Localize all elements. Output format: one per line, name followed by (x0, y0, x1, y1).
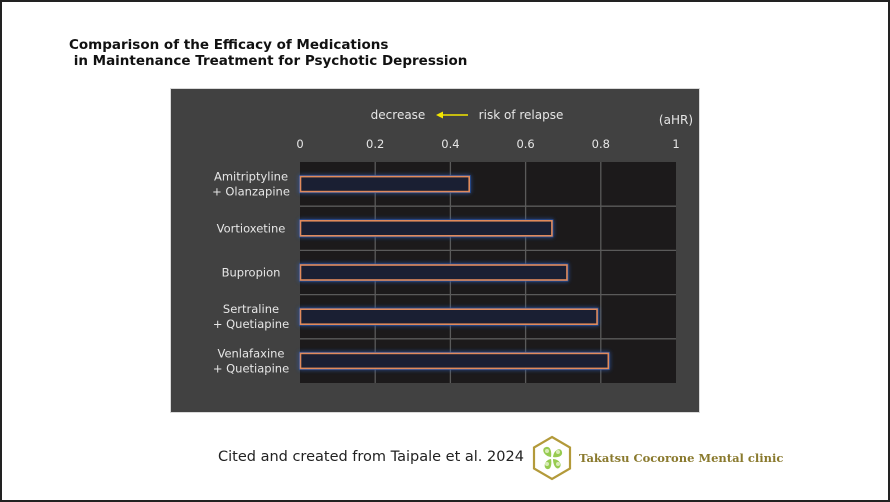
citation-text: Cited and created from Taipale et al. 20… (218, 449, 524, 465)
title-line-2: in Maintenance Treatment for Psychotic D… (69, 53, 468, 69)
x-tick-label: 0.2 (366, 137, 384, 151)
x-tick-label: 0.4 (441, 137, 459, 151)
category-label: Bupropion (222, 266, 281, 280)
chart-title: Comparison of the Efficacy of Medication… (69, 37, 467, 69)
bar-chart: 0 0.2 0.4 0.6 0.8 1 Amitriptyline+ Olanzapine V… (212, 108, 693, 383)
category-label-line: + Olanzapine (212, 185, 290, 199)
clinic-name: Takatsu Cocorone Mental clinic (579, 451, 784, 465)
category-label: Amitriptyline+ Olanzapine (212, 170, 290, 199)
category-label-line: Sertraline (223, 302, 279, 316)
annotation-decrease: decrease (371, 108, 426, 122)
category-label-line: Venlafaxine (217, 346, 284, 360)
x-tick-label: 0.8 (592, 137, 610, 151)
bar (299, 220, 553, 237)
category-label: Venlafaxine + Quetiapine (213, 346, 289, 375)
x-tick-label: 0 (296, 137, 303, 151)
chart-panel: 0 0.2 0.4 0.6 0.8 1 Amitriptyline + Olanzapine V… (171, 89, 699, 412)
bar (299, 264, 568, 281)
x-tick-label: 1 (672, 137, 679, 151)
annotation-risk-of-relapse: risk of relapse (479, 108, 564, 122)
clover-hexagon-logo-icon (532, 435, 572, 481)
category-label-line: + Quetiapine (213, 317, 289, 331)
title-line-1: Comparison of the Efficacy of Medication… (69, 37, 389, 53)
left-arrow-icon (436, 111, 468, 119)
category-label-line: Vortioxetine (217, 221, 286, 235)
x-axis-unit-label: (aHR) (659, 113, 693, 127)
category-label: Vortioxetine (217, 221, 286, 235)
category-label-line: + Quetiapine (213, 361, 289, 375)
bar (299, 308, 598, 325)
category-label-line: Amitriptyline (214, 170, 288, 184)
category-label: Sertraline + Quetiapine (213, 302, 289, 331)
bar (299, 352, 610, 370)
category-label-line: Bupropion (222, 266, 281, 280)
bar (299, 175, 470, 193)
x-tick-label: 0.6 (516, 137, 534, 151)
